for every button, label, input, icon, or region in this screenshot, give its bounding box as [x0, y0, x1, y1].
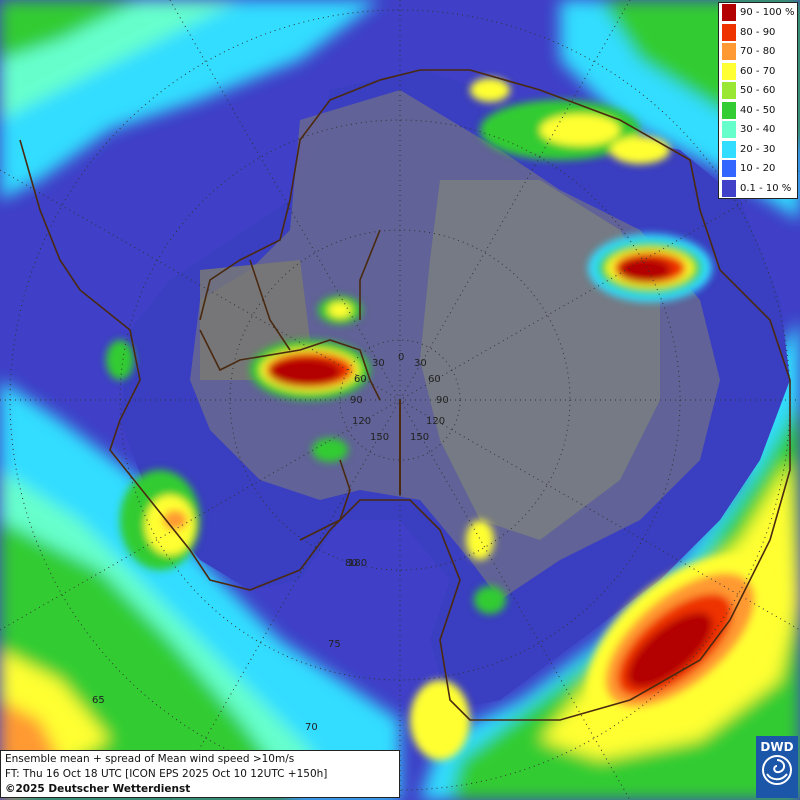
legend-label: 0.1 - 10 %	[740, 182, 792, 194]
legend-swatch	[722, 43, 736, 61]
legend-swatch	[722, 140, 736, 158]
svg-text:30: 30	[372, 358, 385, 369]
legend-swatch	[722, 4, 736, 22]
map-caption: Ensemble mean + spread of Mean wind spee…	[0, 750, 400, 798]
svg-text:120: 120	[352, 416, 371, 427]
dwd-logo: DWD	[756, 736, 798, 798]
legend-label: 30 - 40	[740, 124, 776, 136]
coastline	[19, 69, 791, 721]
legend-swatch	[722, 179, 736, 197]
legend-row: 40 - 50	[719, 101, 797, 121]
svg-text:0: 0	[398, 352, 404, 363]
swirl-icon	[762, 755, 792, 785]
legend-row: 30 - 40	[719, 120, 797, 140]
legend-swatch	[722, 160, 736, 178]
caption-forecast-time: FT: Thu 16 Oct 18 UTC [ICON EPS 2025 Oct…	[5, 768, 328, 780]
legend-swatch	[722, 121, 736, 139]
svg-text:120: 120	[426, 416, 445, 427]
svg-text:60: 60	[354, 374, 367, 385]
svg-text:90: 90	[350, 395, 363, 406]
legend-label: 50 - 60	[740, 85, 776, 97]
svg-text:150: 150	[370, 432, 389, 443]
svg-text:60: 60	[428, 374, 441, 385]
svg-text:30: 30	[414, 358, 427, 369]
legend-swatch	[722, 23, 736, 41]
svg-text:70: 70	[305, 722, 318, 733]
svg-text:180: 180	[348, 558, 367, 569]
legend-row: 10 - 20	[719, 159, 797, 179]
legend-row: 0.1 - 10 %	[719, 179, 797, 199]
legend-label: 90 - 100 %	[740, 7, 795, 19]
legend-row: 60 - 70	[719, 62, 797, 82]
caption-title: Ensemble mean + spread of Mean wind spee…	[5, 753, 295, 765]
legend-label: 40 - 50	[740, 104, 776, 116]
legend-label: 10 - 20	[740, 163, 776, 175]
legend-row: 70 - 80	[719, 42, 797, 62]
caption-copyright: ©2025 Deutscher Wetterdienst	[5, 783, 191, 795]
legend-swatch	[722, 101, 736, 119]
dwd-logo-text: DWD	[760, 740, 794, 754]
legend-label: 70 - 80	[740, 46, 776, 58]
legend-row: 90 - 100 %	[719, 3, 797, 23]
legend-swatch	[722, 82, 736, 100]
svg-text:90: 90	[436, 395, 449, 406]
legend-row: 80 - 90	[719, 23, 797, 43]
legend-label: 80 - 90	[740, 26, 776, 38]
svg-text:75: 75	[328, 639, 341, 650]
legend-swatch	[722, 62, 736, 80]
svg-text:150: 150	[410, 432, 429, 443]
svg-text:65: 65	[92, 695, 105, 706]
legend-label: 20 - 30	[740, 143, 776, 155]
color-legend: 90 - 100 % 80 - 90 70 - 80 60 - 70 50 - …	[718, 2, 798, 199]
wind-hotspots	[106, 78, 773, 760]
graticule-labels: 0 30 30 60 60 90 90 120 120 150 150 180 …	[92, 352, 449, 733]
legend-row: 20 - 30	[719, 140, 797, 160]
svg-text:80: 80	[345, 558, 358, 569]
legend-row: 50 - 60	[719, 81, 797, 101]
legend-label: 60 - 70	[740, 65, 776, 77]
